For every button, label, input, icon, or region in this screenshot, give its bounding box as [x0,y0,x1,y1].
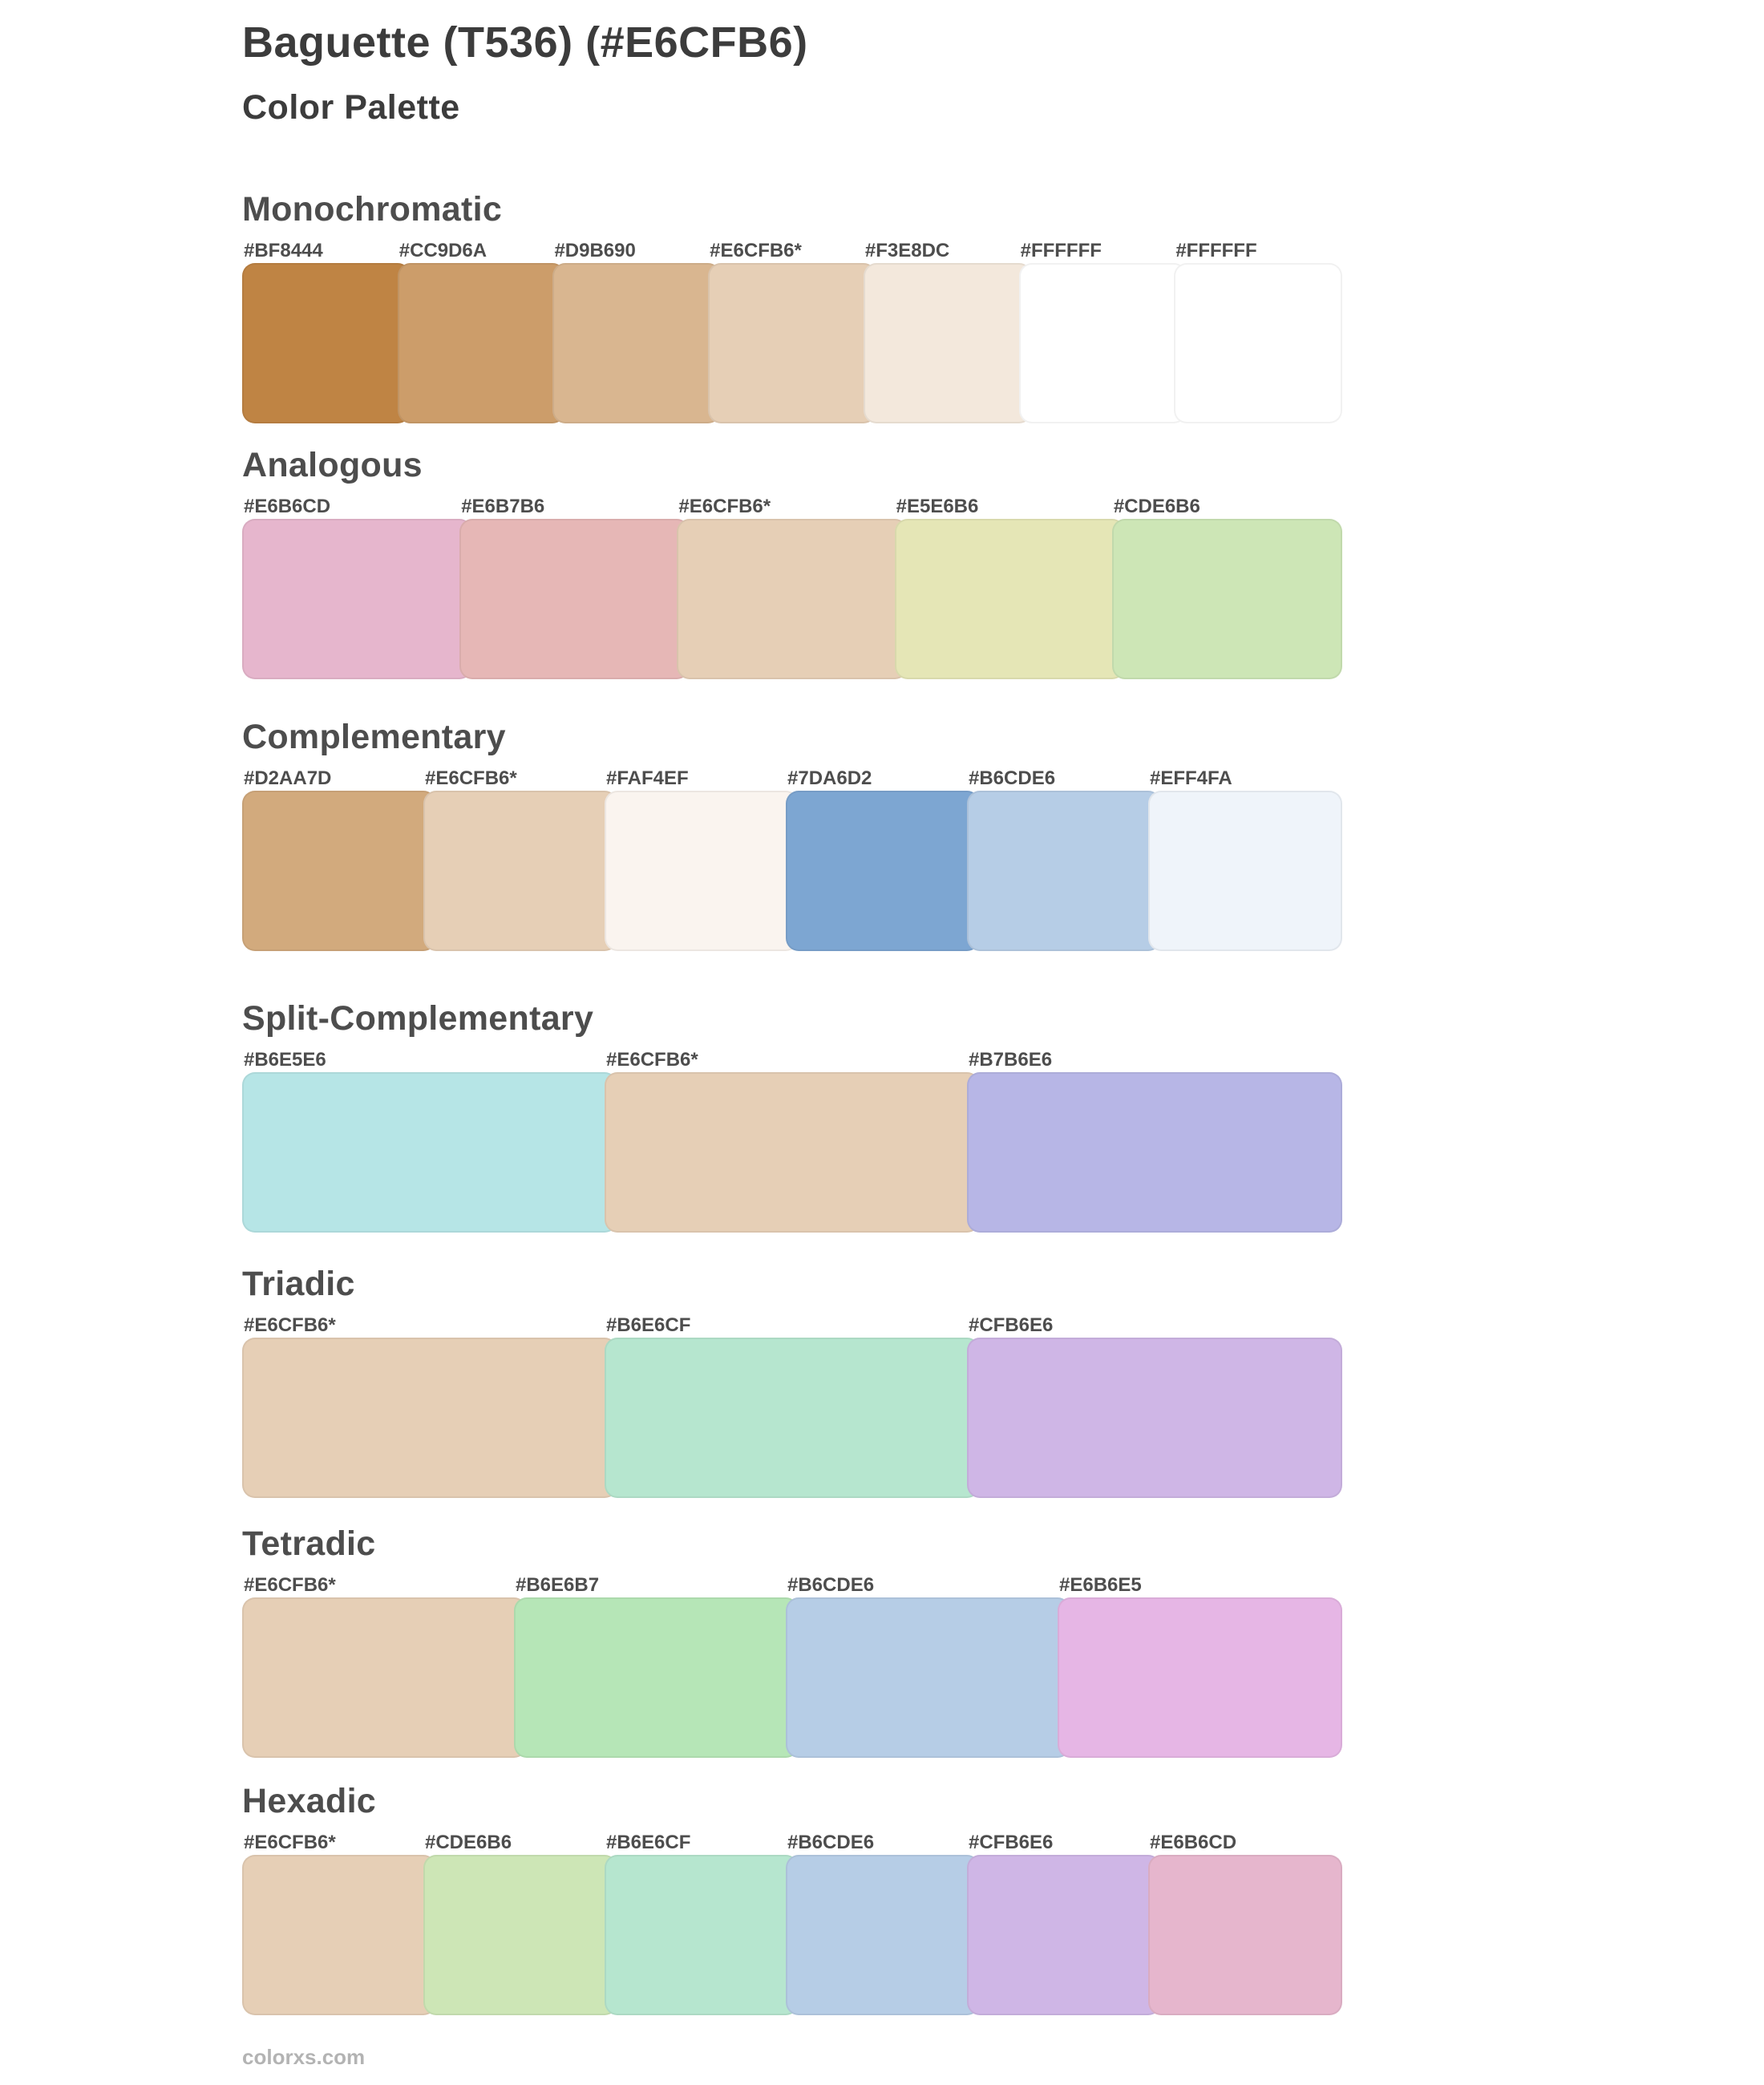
swatch-row [242,263,1343,423]
swatch-hex-label: #E6B6E5 [1059,1574,1142,1596]
swatch-hex-label: #FFFFFF [1020,240,1102,261]
color-swatch[interactable] [967,1072,1342,1233]
color-swatch[interactable] [863,263,1032,423]
color-swatch[interactable] [242,1597,527,1758]
swatch-hex-label: #E6CFB6* [244,1574,336,1596]
palette-section-complementary: Complementary #D2AA7D #E6CFB6* #FAF4EF #7DA… [242,719,1342,951]
swatch-row [242,1597,1342,1758]
color-swatch[interactable] [242,519,473,679]
color-swatch[interactable] [514,1597,799,1758]
color-swatch[interactable] [605,1072,980,1233]
palette-section-tetradic: Tetradic #E6CFB6* #B6E6B7 #B6CDE6 #E6B6E5 [242,1525,1342,1758]
color-swatch[interactable] [423,791,617,951]
color-swatch[interactable] [894,519,1125,679]
swatch-hex-label: #B6CDE6 [969,767,1056,789]
swatch-hex-label: #CC9D6A [399,240,488,261]
section-heading: Split-Complementary [242,999,594,1038]
section-heading: Analogous [242,446,423,484]
swatch-hex-label: #7DA6D2 [787,767,872,789]
color-swatch[interactable] [967,1338,1342,1498]
section-heading: Hexadic [242,1782,377,1820]
color-swatch[interactable] [1148,791,1342,951]
swatch-hex-label: #E6CFB6* [710,240,802,261]
color-swatch[interactable] [423,1855,617,2015]
swatch-row [242,791,1342,951]
color-swatch[interactable] [1018,263,1187,423]
swatch-hex-label: #E6CFB6* [244,1832,336,1853]
page-title: Baguette (T536) (#E6CFB6) [242,18,808,67]
color-swatch[interactable] [552,263,722,423]
hex-label-row: #E6CFB6* #B6E6B7 #B6CDE6 #E6B6E5 [242,1575,1342,1596]
swatch-hex-label: #CFB6E6 [969,1832,1054,1853]
palette-section-monochromatic: Monochromatic #BF8444 #CC9D6A #D9B690 #E6CF… [242,190,1343,423]
swatch-hex-label: #D9B690 [554,240,636,261]
swatch-hex-label: #B7B6E6 [969,1049,1053,1071]
section-heading: Complementary [242,718,506,756]
swatch-hex-label: #B6E6CF [606,1832,691,1853]
color-swatch[interactable] [242,791,436,951]
palette-section-hexadic: Hexadic #E6CFB6* #CDE6B6 #B6E6CF #B6CDE6 #CF… [242,1783,1342,2015]
color-swatch[interactable] [1174,263,1343,423]
hex-label-row: #D2AA7D #E6CFB6* #FAF4EF #7DA6D2 #B6CDE6 #EFF… [242,768,1342,789]
swatch-hex-label: #B6E6CF [606,1314,691,1336]
palette-section-triadic: Triadic #E6CFB6* #B6E6CF #CFB6E6 [242,1265,1342,1498]
color-swatch[interactable] [708,263,876,423]
swatch-hex-label: #B6CDE6 [787,1832,875,1853]
color-swatch[interactable] [605,791,799,951]
color-swatch[interactable] [242,1072,617,1233]
color-swatch[interactable] [786,791,980,951]
hex-label-row: #E6CFB6* #CDE6B6 #B6E6CF #B6CDE6 #CFB6E6 #E6B… [242,1832,1342,1853]
section-heading: Triadic [242,1265,355,1303]
color-swatch[interactable] [786,1855,980,2015]
hex-label-row: #BF8444 #CC9D6A #D9B690 #E6CFB6* #F3E8DC #FFF… [242,241,1342,261]
swatch-row [242,1338,1342,1498]
palette-section-analogous: Analogous #E6B6CD #E6B7B6 #E6CFB6* #E5E6B6 #… [242,446,1343,679]
color-swatch[interactable] [242,1855,436,2015]
color-swatch[interactable] [1058,1597,1342,1758]
swatch-hex-label: #E6CFB6* [425,767,517,789]
swatch-hex-label: #CDE6B6 [425,1832,512,1853]
swatch-row [242,519,1343,679]
color-swatch[interactable] [242,1338,617,1498]
color-swatch[interactable] [677,519,908,679]
color-swatch[interactable] [786,1597,1070,1758]
color-swatch[interactable] [1148,1855,1342,2015]
swatch-hex-label: #E6CFB6* [606,1049,698,1071]
palette-section-split-complementary: Split-Complementary #B6E5E6 #E6CFB6* #B7B6… [242,1000,1342,1233]
swatch-hex-label: #E6B6CD [244,496,331,517]
swatch-row [242,1855,1342,2015]
color-swatch[interactable] [397,263,566,423]
swatch-hex-label: #E6B6CD [1150,1832,1237,1853]
site-footer-link[interactable]: colorxs.com [242,2045,366,2069]
swatch-hex-label: #B6E6B7 [516,1574,600,1596]
swatch-hex-label: #EFF4FA [1150,767,1232,789]
swatch-hex-label: #FAF4EF [606,767,689,789]
color-swatch[interactable] [605,1338,980,1498]
hex-label-row: #E6B6CD #E6B7B6 #E6CFB6* #E5E6B6 #CDE6B6 [242,496,1342,517]
swatch-hex-label: #D2AA7D [244,767,332,789]
swatch-hex-label: #F3E8DC [864,240,950,261]
page-subtitle: Color Palette [242,88,460,127]
swatch-hex-label: #B6E5E6 [244,1049,326,1071]
swatch-hex-label: #E6CFB6* [678,496,771,517]
section-heading: Tetradic [242,1524,376,1563]
swatch-hex-label: #BF8444 [244,240,323,261]
swatch-hex-label: #B6CDE6 [787,1574,875,1596]
swatch-row [242,1072,1342,1233]
hex-label-row: #B6E5E6 #E6CFB6* #B7B6E6 [242,1050,1342,1071]
swatch-hex-label: #E5E6B6 [896,496,979,517]
color-swatch[interactable] [967,1855,1161,2015]
section-heading: Monochromatic [242,190,503,229]
swatch-hex-label: #E6B7B6 [461,496,545,517]
swatch-hex-label: #E6CFB6* [244,1314,336,1336]
swatch-hex-label: #CDE6B6 [1113,496,1200,517]
color-swatch[interactable] [605,1855,799,2015]
swatch-hex-label: #FFFFFF [1175,240,1257,261]
swatch-hex-label: #CFB6E6 [969,1314,1054,1336]
color-swatch[interactable] [1111,519,1343,679]
color-swatch[interactable] [967,791,1161,951]
color-swatch[interactable] [459,519,690,679]
color-swatch[interactable] [242,263,411,423]
hex-label-row: #E6CFB6* #B6E6CF #CFB6E6 [242,1315,1342,1336]
